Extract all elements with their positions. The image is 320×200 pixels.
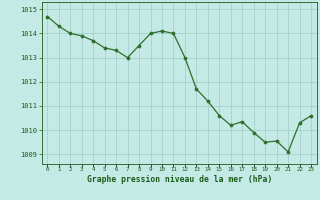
X-axis label: Graphe pression niveau de la mer (hPa): Graphe pression niveau de la mer (hPa) xyxy=(87,175,272,184)
